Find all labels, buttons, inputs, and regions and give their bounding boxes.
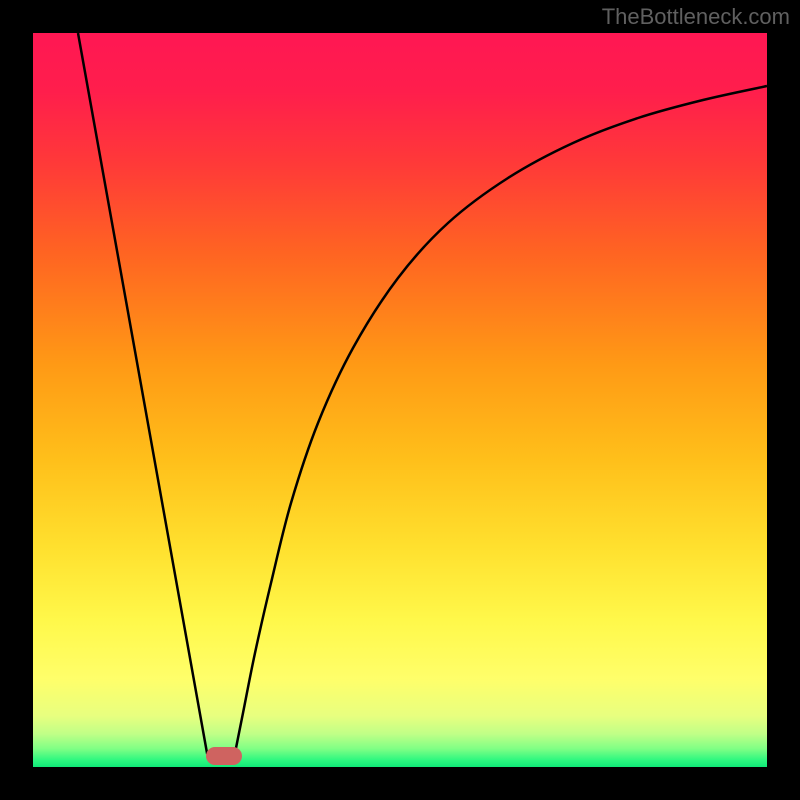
chart-plot-area bbox=[33, 33, 767, 767]
outer-container: TheBottleneck.com bbox=[0, 0, 800, 800]
curve-line bbox=[33, 33, 767, 767]
watermark-text: TheBottleneck.com bbox=[602, 4, 790, 30]
bottleneck-marker bbox=[206, 747, 242, 765]
